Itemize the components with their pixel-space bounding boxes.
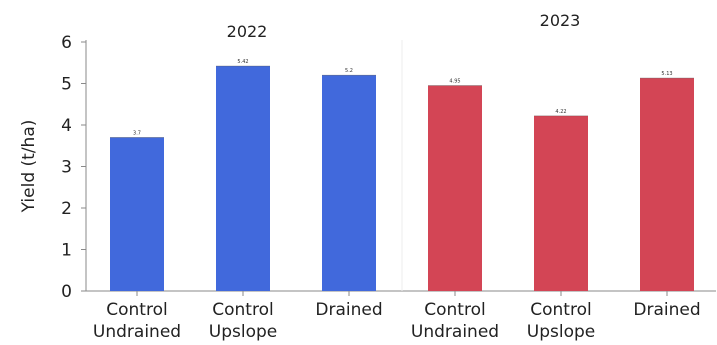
bar-data-label: 5.2 [345, 68, 353, 74]
category-label: Control [424, 300, 485, 320]
category-label: Control [530, 300, 591, 320]
y-tick-label: 1 [61, 241, 72, 261]
chart-labels: 20223.7ControlUndrained5.42ControlUpslop… [93, 11, 701, 342]
bar [534, 115, 588, 292]
y-tick-label: 5 [61, 75, 72, 95]
y-tick-label: 6 [61, 33, 72, 53]
y-tick-label: 4 [61, 116, 72, 136]
y-tick-label: 3 [61, 158, 72, 178]
y-tick-label: 0 [61, 282, 72, 302]
category-label: Upslope [527, 322, 595, 342]
category-label: Drained [633, 300, 700, 320]
bar [322, 75, 376, 291]
category-label: Control [106, 300, 167, 320]
category-label: Undrained [411, 322, 499, 342]
group-label: 2023 [540, 11, 581, 30]
category-label: Undrained [93, 322, 181, 342]
bar-data-label: 5.13 [661, 71, 672, 77]
chart-axes: 0 1 2 3 4 5 6 [61, 33, 716, 302]
category-label: Control [212, 300, 273, 320]
bar [428, 85, 482, 291]
y-tick-label: 2 [61, 199, 72, 219]
group-label: 2022 [227, 22, 268, 41]
chart-bars [110, 65, 694, 292]
bar [110, 137, 164, 291]
bar-data-label: 4.95 [449, 79, 460, 85]
bar [216, 66, 270, 291]
bar-data-label: 4.22 [555, 109, 566, 115]
bar [640, 78, 694, 291]
bar-data-label: 5.42 [237, 59, 248, 65]
y-axis-title: Yield (t/ha) [19, 120, 39, 214]
category-label: Upslope [209, 322, 277, 342]
category-label: Drained [315, 300, 382, 320]
bar-data-label: 3.7 [133, 130, 141, 136]
